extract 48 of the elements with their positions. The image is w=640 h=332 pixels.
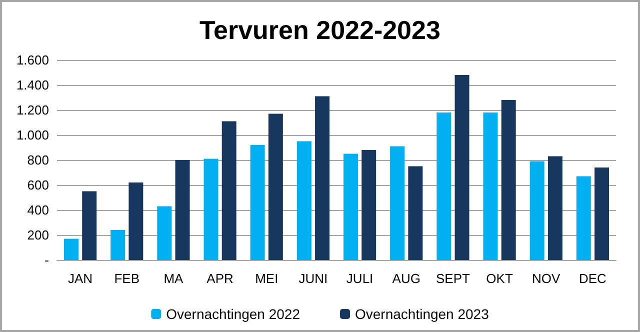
bar xyxy=(64,238,78,260)
bar xyxy=(268,114,283,260)
y-tick-label: 200 xyxy=(27,228,49,242)
bar xyxy=(501,100,516,260)
x-tick-label: OKT xyxy=(486,271,513,286)
x-tick-label: MEI xyxy=(255,271,278,286)
bar xyxy=(296,141,312,260)
chart-title: Tervuren 2022-2023 xyxy=(200,15,440,45)
bar xyxy=(390,146,405,260)
x-tick-label: JAN xyxy=(68,271,93,286)
bar xyxy=(362,150,376,260)
bar xyxy=(594,168,610,260)
bar xyxy=(157,206,172,260)
x-tick-label: MA xyxy=(164,271,184,286)
bar xyxy=(576,176,591,260)
bar xyxy=(343,154,358,260)
y-tick-label: 600 xyxy=(27,178,49,192)
bar xyxy=(548,156,562,260)
y-tick-label: 1.000 xyxy=(16,128,49,142)
bar xyxy=(82,191,97,260)
bar xyxy=(222,121,236,260)
y-tick-label: 1.200 xyxy=(16,102,49,118)
x-tick-label: AUG xyxy=(392,271,420,286)
bar xyxy=(110,230,126,260)
y-tick-label: - xyxy=(44,252,49,268)
bar xyxy=(454,75,470,260)
x-tick-label: JUNI xyxy=(298,271,328,286)
x-tick-label: APR xyxy=(206,271,234,286)
bar xyxy=(483,112,498,260)
y-tick-label: 400 xyxy=(27,202,49,218)
bar xyxy=(530,161,544,260)
legend-label: Overnachtingen 2022 xyxy=(166,306,300,322)
bar xyxy=(204,158,218,260)
y-tick-label: 1.400 xyxy=(16,78,49,92)
y-tick-label: 1.600 xyxy=(16,52,49,68)
legend-label: Overnachtingen 2023 xyxy=(355,306,490,322)
bar xyxy=(436,112,452,260)
x-tick-label: JULI xyxy=(346,271,374,286)
bar xyxy=(128,182,144,260)
x-tick-label: FEB xyxy=(114,271,140,286)
bar xyxy=(315,96,330,260)
x-tick-label: DEC xyxy=(578,271,606,286)
x-tick-label: SEPT xyxy=(436,271,470,286)
bar xyxy=(408,166,423,260)
bar xyxy=(250,145,265,260)
y-tick-label: 800 xyxy=(27,152,49,168)
bar xyxy=(175,160,190,260)
x-tick-label: NOV xyxy=(532,271,561,286)
